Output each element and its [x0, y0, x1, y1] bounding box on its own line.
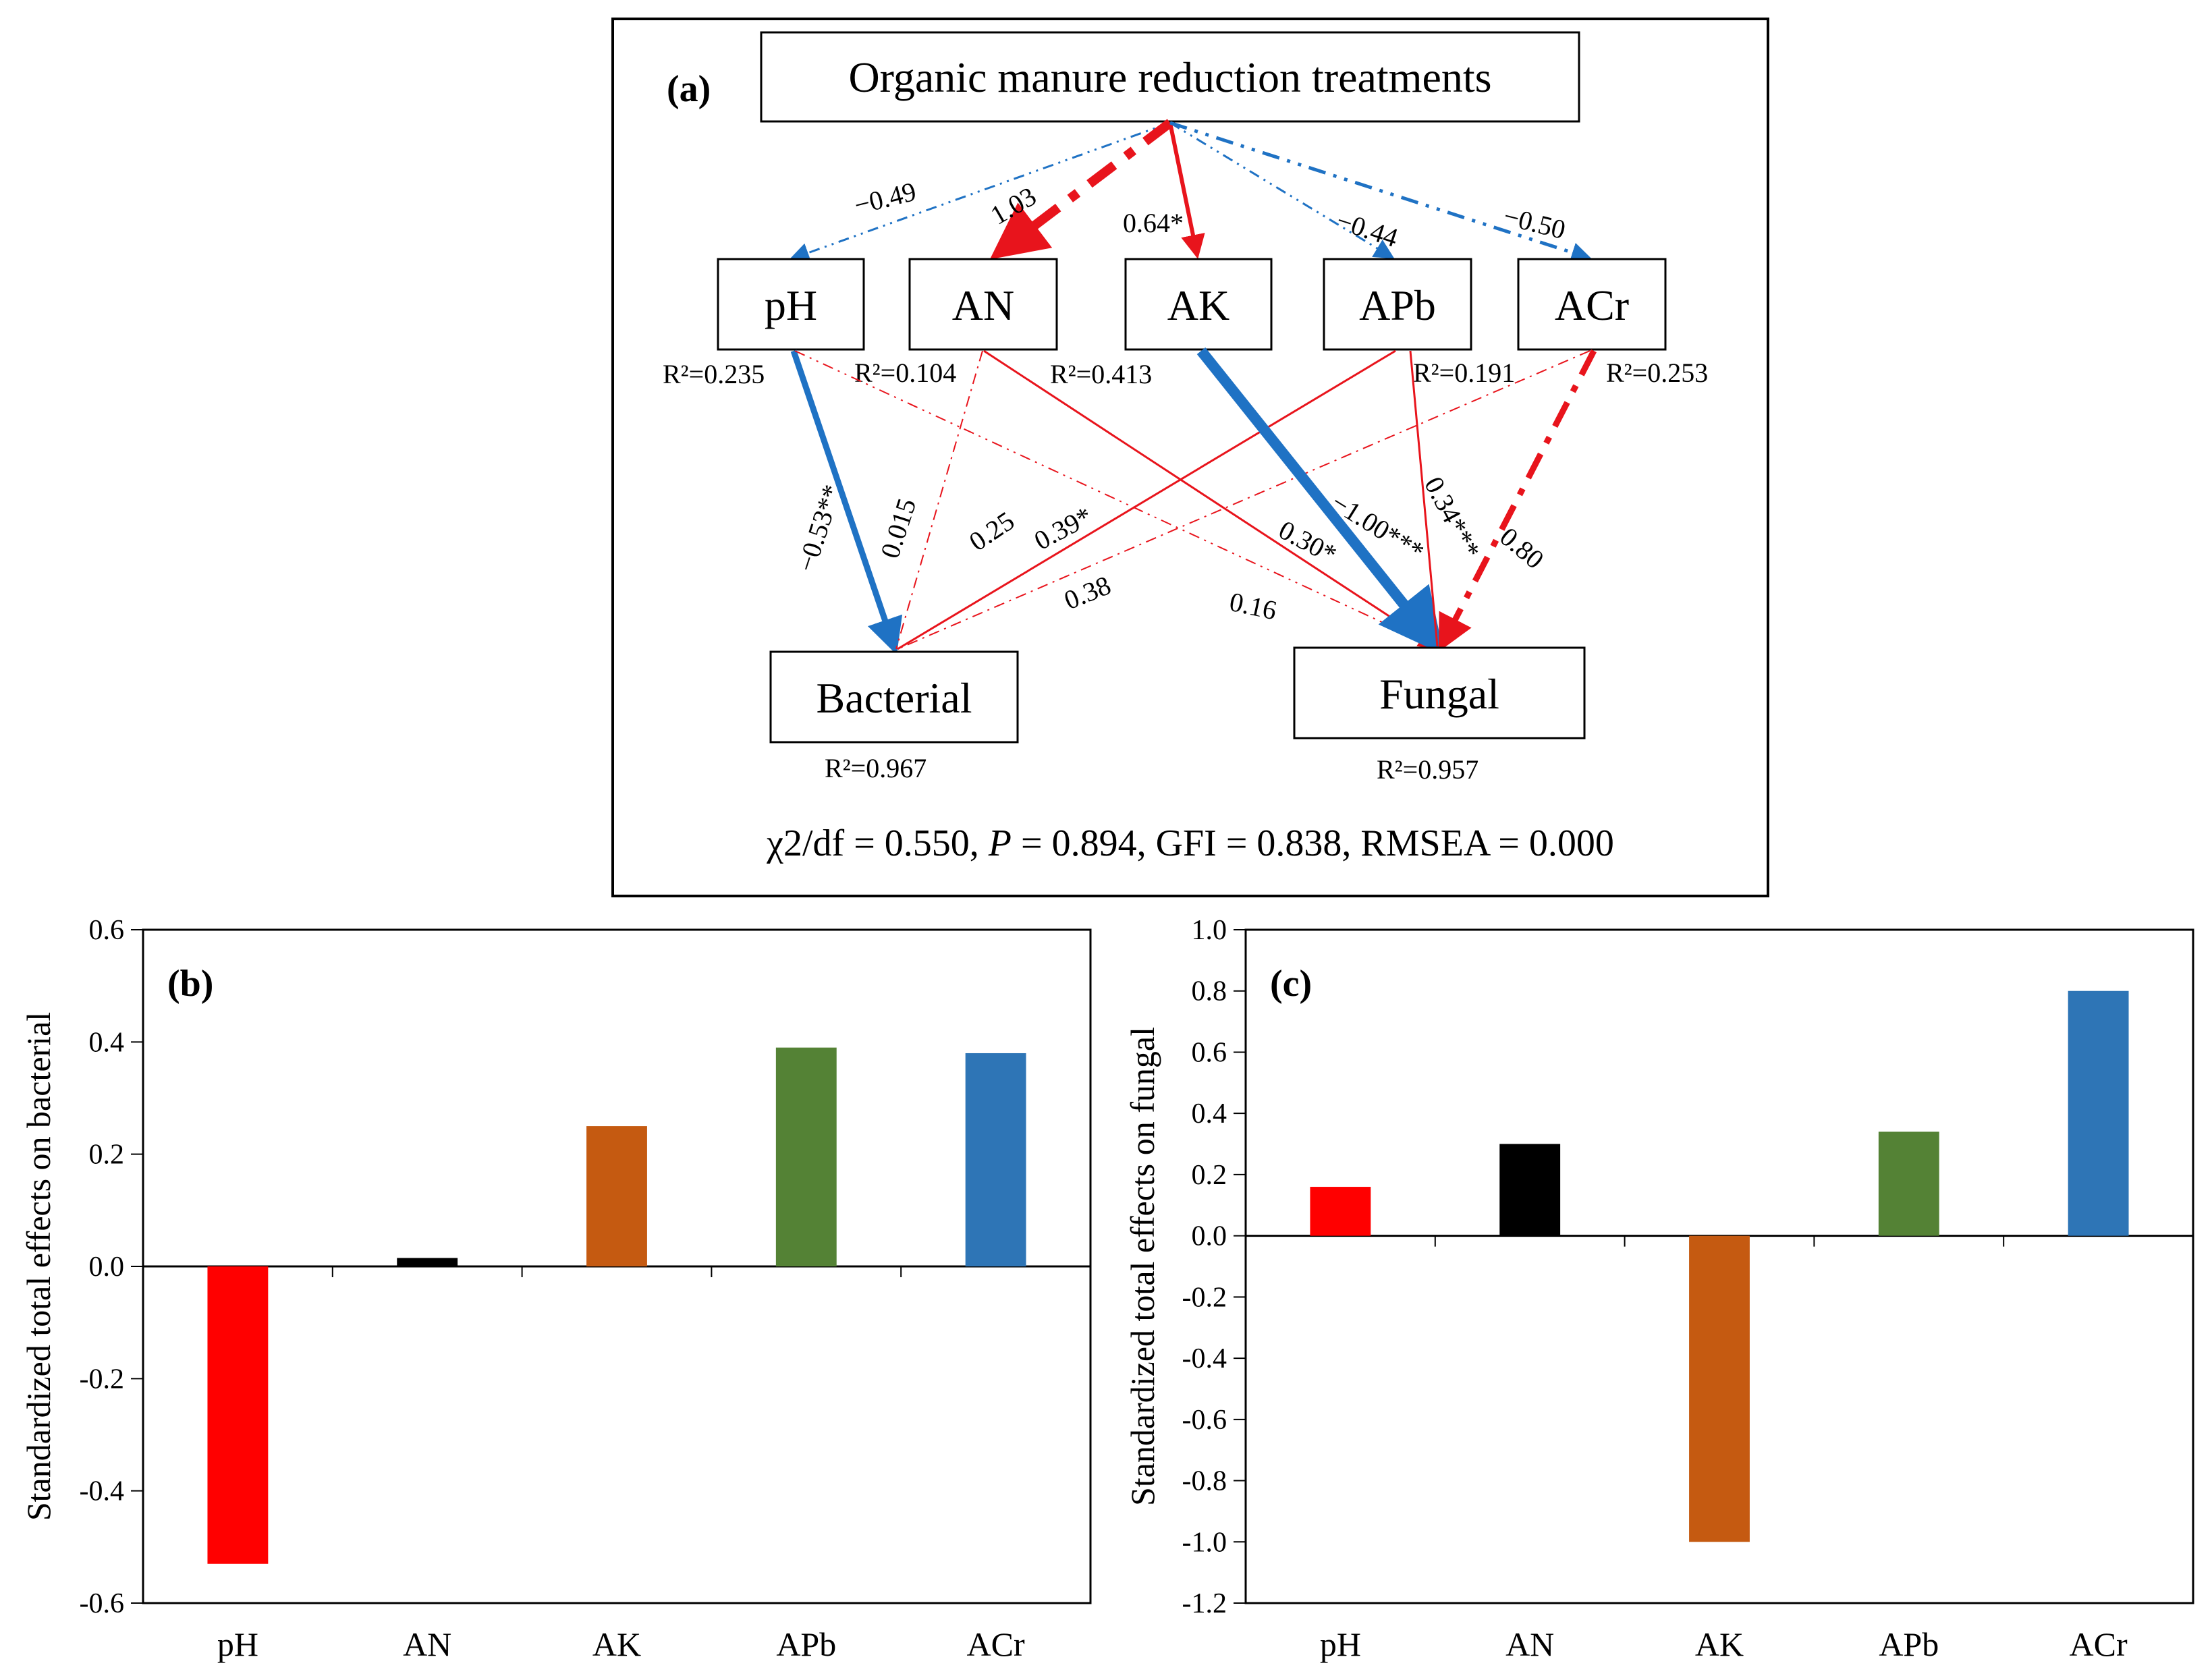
r2-bacterial: R²=0.967 [825, 753, 927, 783]
bacterial-bar-apb [775, 1047, 837, 1266]
fungal-ytick-label: -1.0 [1182, 1527, 1227, 1558]
bacterial-category-an: AN [403, 1625, 451, 1663]
fungal-category-ph: pH [1320, 1625, 1361, 1663]
fungal-ytick-label: 1.0 [1192, 915, 1227, 946]
fungal-ytick-label: 0.6 [1192, 1037, 1227, 1068]
bacterial-ytick-label: 0.2 [89, 1140, 125, 1171]
fungal-ytick-label: -0.2 [1182, 1282, 1227, 1313]
panel-label-b: (b) [167, 963, 213, 1005]
path-an-fungal [983, 349, 1439, 649]
path-apb-bacterial [897, 349, 1396, 650]
fungal-y-axis-label: Standardized total effects on fungal [1124, 1027, 1161, 1506]
node-apb-label: APb [1359, 281, 1436, 329]
path-treatment-ak [1168, 122, 1205, 259]
coef-ak-bacterial: 0.25 [964, 505, 1020, 557]
node-bacterial-box [769, 650, 1019, 744]
bacterial-category-acr: ACr [967, 1625, 1025, 1663]
fungal-ytick-label: -0.6 [1182, 1405, 1227, 1436]
bacterial-bar-ak [586, 1126, 647, 1266]
panel-label-a: (a) [667, 68, 711, 110]
r2-apb: R²=0.191 [1413, 358, 1515, 388]
r2-acr: R²=0.253 [1606, 358, 1708, 388]
bacterial-bar-ph [207, 1266, 269, 1564]
fungal-bar-an [1499, 1144, 1561, 1236]
coef-top-ak: 0.64* [1123, 208, 1184, 238]
fungal-ytick-label: -0.8 [1182, 1466, 1227, 1497]
r2-fungal: R²=0.957 [1377, 754, 1478, 785]
bacterial-ytick-label: -0.6 [80, 1588, 125, 1619]
bacterial-ytick-label: 0.6 [89, 915, 125, 946]
coef-an-bacterial: 0.015 [875, 495, 922, 562]
bacterial-category-ph: pH [217, 1625, 258, 1663]
path-ak-fungal [1196, 347, 1444, 655]
fungal-category-acr: ACr [2070, 1625, 2128, 1663]
fungal-ytick-label: -1.2 [1182, 1588, 1227, 1619]
node-ph-box [717, 258, 865, 351]
coef-ph-bacterial: −0.53** [791, 481, 848, 576]
path-treatment-apb [1169, 121, 1395, 259]
treatment-node-label: Organic manure reduction treatments [848, 53, 1491, 101]
r2-ph: R²=0.235 [663, 359, 765, 389]
fungal-bar-acr [2068, 990, 2129, 1236]
path-treatment-acr [1169, 121, 1592, 262]
fungal-plot-frame [1244, 928, 2194, 1604]
node-fungal-box [1293, 646, 1586, 739]
fungal-bar-apb [1878, 1131, 1939, 1236]
sem-diagram: (a) Organic manure reduction treatments … [611, 18, 1769, 897]
panel-label-c: (c) [1270, 963, 1312, 1005]
fungal-category-apb: APb [1879, 1625, 1939, 1663]
path-ak-bacterial [896, 351, 1198, 649]
bacterial-ytick-label: -0.2 [80, 1364, 125, 1395]
bacterial-category-apb: APb [776, 1625, 836, 1663]
fungal-ytick-label: -0.4 [1182, 1343, 1227, 1374]
path-acr-fungal [1438, 349, 1597, 652]
fungal-effects-chart: 1.0 0.8 0.6 0.4 0.2 0.0 -0.2 -0.4 -0.6 -0.8 -1.0 -1… [1124, 915, 2194, 1663]
diagram-frame [611, 18, 1769, 897]
node-ph-label: pH [765, 281, 817, 329]
path-apb-fungal [1409, 350, 1439, 647]
coef-top-acr: −0.50 [1501, 200, 1569, 245]
bacterial-ytick-label: -0.4 [80, 1476, 125, 1507]
bacterial-effects-chart: 0.6 0.4 0.2 0.0 -0.2 -0.4 -0.6 pH AN AK APb ACr (b) S… [20, 915, 1092, 1663]
bacterial-ytick-label: 0.4 [89, 1027, 125, 1058]
fungal-category-an: AN [1505, 1625, 1554, 1663]
treatment-node-box [760, 31, 1580, 123]
bacterial-category-ak: AK [592, 1625, 641, 1663]
bacterial-bar-acr [965, 1053, 1026, 1266]
path-ph-fungal [794, 350, 1438, 648]
bacterial-bar-an [397, 1258, 458, 1266]
node-acr-box [1517, 258, 1667, 351]
fungal-category-ak: AK [1695, 1625, 1744, 1663]
path-treatment-ph [789, 121, 1171, 262]
coef-apb-bacterial: 0.39* [1029, 501, 1097, 556]
fungal-bar-ph [1310, 1187, 1371, 1236]
coef-ph-fungal: 0.16 [1227, 586, 1279, 626]
path-ph-bacterial [790, 349, 903, 655]
node-an-label: AN [952, 281, 1014, 329]
node-ak-box [1124, 258, 1273, 351]
node-ak-label: AK [1167, 281, 1229, 329]
fungal-ytick-label: 0.8 [1192, 976, 1227, 1007]
fungal-ytick-label: 0.0 [1192, 1221, 1227, 1252]
coef-top-apb: −0.44 [1333, 205, 1402, 253]
node-acr-label: ACr [1555, 281, 1629, 329]
node-an-box [908, 258, 1058, 351]
node-fungal-label: Fungal [1379, 670, 1499, 718]
path-acr-bacterial [897, 350, 1591, 650]
node-bacterial-label: Bacterial [817, 674, 972, 722]
model-fit-stats: χ2/df = 0.550, P = 0.894, GFI = 0.838, R… [766, 822, 1614, 864]
r2-ak: R²=0.413 [1050, 359, 1152, 389]
bacterial-ytick-label: 0.0 [89, 1252, 125, 1283]
bacterial-y-axis-label: Standardized total effects on bacterial [20, 1012, 57, 1521]
coef-acr-bacterial: 0.38 [1060, 569, 1115, 615]
fungal-ytick-label: 0.2 [1192, 1160, 1227, 1191]
r2-an: R²=0.104 [854, 358, 956, 388]
fungal-ytick-label: 0.4 [1192, 1098, 1227, 1129]
coef-top-ph: −0.49 [851, 176, 919, 221]
node-apb-box [1323, 258, 1472, 351]
path-an-bacterial [895, 350, 983, 650]
fungal-bar-ak [1689, 1235, 1750, 1542]
